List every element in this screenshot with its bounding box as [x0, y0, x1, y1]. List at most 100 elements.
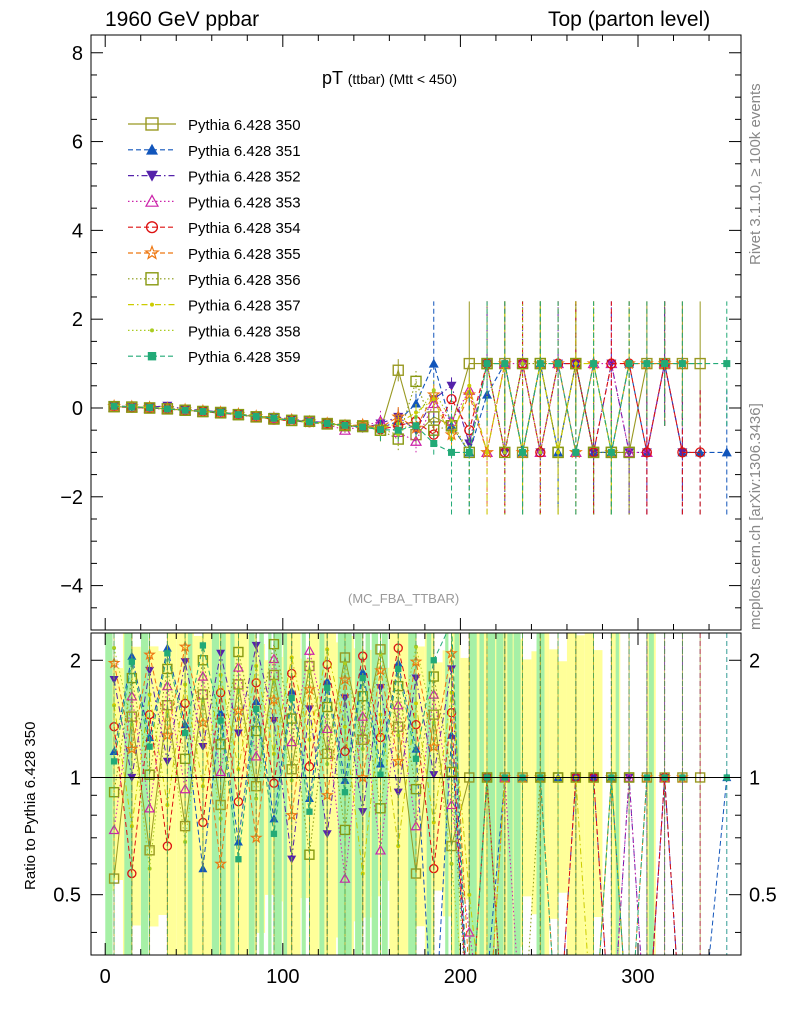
data-point: [342, 661, 347, 666]
data-point: [217, 717, 224, 724]
data-point: [181, 729, 189, 737]
ratio-y-tick-label-right: 2: [749, 650, 760, 672]
data-point: [412, 422, 420, 430]
data-point: [357, 710, 369, 721]
ratio-inner-band: [445, 633, 449, 955]
data-point: [446, 766, 457, 778]
main-y-tick-label: 6: [72, 132, 83, 154]
data-point: [721, 447, 732, 457]
data-point: [146, 170, 158, 182]
data-point: [253, 705, 260, 713]
data-point: [197, 670, 209, 681]
data-point: [412, 755, 420, 762]
ratio-y-tick-label: 1: [70, 767, 81, 789]
ratio-inner-band: [124, 633, 132, 955]
data-point: [607, 448, 615, 456]
legend-label: Pythia 6.428 351: [188, 143, 301, 160]
data-point: [449, 419, 454, 424]
plot-title-main: pT: [322, 68, 343, 88]
data-point: [396, 733, 401, 738]
legend-label: Pythia 6.428 353: [188, 194, 301, 211]
ratio-inner-band: [230, 633, 235, 955]
data-point: [535, 447, 546, 458]
data-point: [447, 730, 457, 739]
ratio-y-tick-label: 0.5: [53, 885, 81, 907]
ratio-inner-band: [540, 633, 545, 955]
data-point: [288, 694, 295, 702]
data-point: [723, 360, 731, 368]
data-point: [323, 420, 331, 428]
ratio-inner-band: [301, 633, 306, 955]
data-point: [163, 405, 171, 413]
main-plot-area: [107, 301, 732, 515]
data-point: [414, 410, 418, 415]
main-y-tick-label: −4: [60, 576, 83, 598]
data-point: [377, 771, 384, 778]
main-frame: [90, 34, 742, 631]
ratio-inner-band: [259, 633, 264, 955]
data-point: [429, 771, 439, 780]
ratio-inner-band: [140, 633, 149, 955]
data-point: [231, 704, 245, 717]
series-line: [114, 363, 612, 454]
data-point: [324, 684, 331, 691]
data-point: [538, 450, 543, 455]
data-point: [110, 758, 118, 765]
plot-title-sub: (ttbar) (Mtt < 450): [347, 71, 458, 87]
x-tick-label: 200: [444, 966, 477, 988]
data-point: [305, 418, 313, 426]
data-point: [536, 360, 544, 368]
ratio-outer-band: [584, 633, 594, 955]
data-point: [411, 398, 421, 408]
data-point: [587, 446, 600, 459]
data-point: [414, 701, 418, 706]
data-point: [467, 383, 472, 388]
data-point: [270, 414, 278, 422]
data-point: [467, 892, 472, 897]
ratio-inner-band: [487, 633, 496, 955]
data-point: [306, 808, 313, 815]
data-point: [144, 194, 160, 207]
ratio-outer-band: [158, 650, 168, 915]
data-point: [359, 674, 366, 682]
data-point: [378, 652, 383, 657]
data-point: [150, 328, 154, 333]
main-y-tick-label: 0: [72, 398, 83, 420]
x-tick-label: 300: [621, 966, 654, 988]
data-point: [641, 448, 652, 458]
ratio-inner-band: [648, 633, 654, 955]
data-point: [270, 830, 278, 837]
data-point: [341, 421, 349, 429]
ratio-outer-band: [149, 646, 159, 927]
ratio-inner-band: [248, 633, 255, 955]
data-point: [428, 358, 439, 368]
legend: Pythia 6.428 350 Pythia 6.428 351 Pythia 6…: [128, 117, 301, 366]
data-point: [199, 408, 207, 416]
data-point: [146, 743, 153, 750]
data-point: [376, 426, 384, 434]
ratio-outer-band: [398, 633, 408, 955]
data-point: [322, 676, 332, 685]
data-point: [179, 783, 191, 794]
x-tick-label: 100: [266, 966, 299, 988]
ratio-inner-band: [469, 633, 477, 955]
data-point: [144, 244, 160, 260]
data-point: [446, 381, 457, 391]
data-point: [215, 766, 227, 777]
ratio-outer-band: [389, 633, 399, 955]
legend-label: Pythia 6.428 357: [188, 298, 301, 315]
ratio-outer-band: [167, 633, 177, 955]
data-point: [483, 360, 491, 368]
ratio-inner-band: [355, 633, 362, 955]
ratio-inner-band: [615, 633, 619, 955]
data-point: [145, 117, 159, 131]
data-point: [150, 302, 154, 307]
data-point: [112, 646, 117, 651]
data-point: [235, 856, 242, 863]
ratio-inner-band: [507, 633, 513, 955]
data-point: [606, 359, 617, 369]
ratio-y-tick-label: 2: [70, 650, 81, 672]
data-point: [410, 375, 422, 388]
ratio-outer-band: [238, 633, 248, 955]
